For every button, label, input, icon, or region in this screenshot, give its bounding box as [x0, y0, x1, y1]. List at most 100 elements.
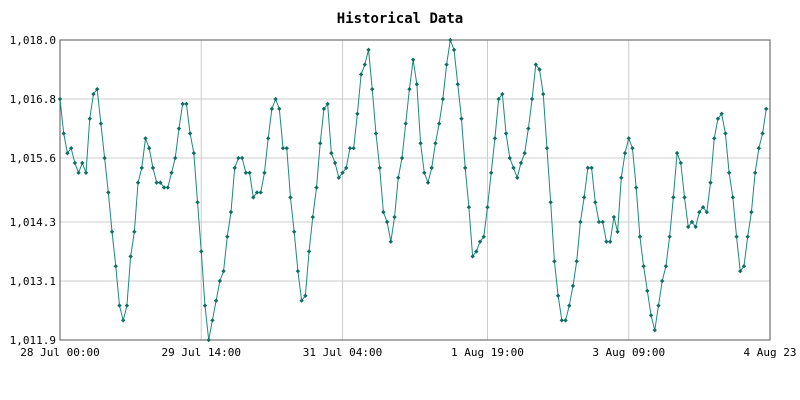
- x-tick-label: 31 Jul 04:00: [303, 346, 382, 359]
- y-tick-label: 1,018.0: [10, 34, 56, 47]
- data-point: [448, 37, 453, 43]
- y-tick-label: 1,014.3: [10, 216, 56, 229]
- data-point: [622, 150, 628, 156]
- data-point: [381, 209, 386, 215]
- data-point: [370, 86, 375, 92]
- data-point: [332, 160, 338, 166]
- data-point: [693, 224, 698, 230]
- data-point: [303, 293, 308, 298]
- data-point: [124, 303, 130, 308]
- data-point: [180, 101, 185, 107]
- data-point: [522, 150, 527, 156]
- data-point: [537, 67, 542, 72]
- data-point: [648, 313, 654, 318]
- data-point: [697, 209, 702, 215]
- data-point: [147, 145, 152, 151]
- data-point: [377, 165, 382, 171]
- data-point: [708, 180, 713, 185]
- data-point: [217, 278, 223, 284]
- data-point: [154, 180, 159, 185]
- data-point: [633, 185, 639, 190]
- data-point: [362, 62, 368, 67]
- data-point: [440, 96, 446, 102]
- data-point: [310, 214, 315, 220]
- data-point: [202, 303, 208, 308]
- data-point: [358, 72, 364, 77]
- data-point: [199, 249, 204, 254]
- data-point: [399, 155, 405, 161]
- data-point: [667, 234, 672, 239]
- chart-title: Historical Data: [337, 11, 463, 27]
- data-point: [630, 145, 635, 151]
- data-point: [567, 303, 572, 308]
- data-point: [626, 136, 631, 141]
- data-point: [102, 155, 107, 161]
- data-point: [589, 165, 594, 171]
- data-point: [752, 170, 758, 175]
- data-point: [559, 318, 565, 323]
- data-point: [637, 234, 643, 239]
- data-point: [645, 288, 650, 294]
- data-point: [373, 131, 379, 136]
- data-point: [68, 145, 74, 151]
- data-point: [210, 318, 215, 323]
- data-point: [57, 96, 63, 102]
- data-point: [135, 180, 141, 185]
- data-point: [533, 62, 539, 67]
- data-point: [98, 121, 104, 126]
- data-point: [719, 111, 724, 116]
- data-point: [232, 165, 237, 171]
- data-point: [206, 337, 211, 343]
- data-point: [87, 116, 92, 121]
- data-point: [225, 234, 230, 239]
- data-point: [117, 303, 122, 308]
- data-point: [492, 136, 498, 141]
- data-point: [451, 47, 457, 53]
- data-point: [555, 293, 561, 298]
- data-point: [671, 195, 676, 200]
- data-point: [291, 229, 297, 235]
- data-point: [541, 91, 546, 97]
- data-point: [652, 327, 657, 333]
- data-point: [674, 150, 680, 156]
- data-point: [340, 170, 345, 175]
- data-point: [269, 106, 275, 112]
- data-point: [741, 264, 747, 269]
- data-point: [388, 239, 394, 244]
- data-point: [158, 180, 163, 185]
- data-point: [321, 106, 327, 112]
- data-point: [745, 234, 750, 239]
- data-point: [344, 165, 349, 171]
- data-point: [712, 136, 717, 141]
- data-point: [396, 175, 401, 180]
- data-point: [578, 219, 583, 225]
- x-tick-label: 1 Aug 19:00: [451, 346, 524, 359]
- data-point: [109, 229, 115, 235]
- data-point: [184, 101, 189, 107]
- data-point: [496, 96, 501, 102]
- data-point: [418, 141, 423, 146]
- data-point: [150, 165, 156, 171]
- data-point: [682, 195, 687, 200]
- data-point: [254, 190, 260, 195]
- data-point: [436, 121, 442, 126]
- data-point: [760, 131, 765, 136]
- data-point: [433, 141, 438, 146]
- data-point: [515, 175, 520, 180]
- data-point: [191, 150, 197, 156]
- data-point: [83, 170, 89, 175]
- data-point: [165, 185, 171, 190]
- data-point: [176, 126, 182, 131]
- data-point: [65, 150, 70, 156]
- data-point: [213, 298, 219, 303]
- data-point: [641, 264, 646, 269]
- data-point: [585, 165, 591, 171]
- x-tick-label: 3 Aug 09:00: [592, 346, 665, 359]
- data-point: [284, 145, 289, 151]
- data-point: [485, 205, 490, 210]
- data-point: [689, 219, 695, 225]
- data-point: [113, 264, 118, 269]
- data-point: [507, 155, 512, 161]
